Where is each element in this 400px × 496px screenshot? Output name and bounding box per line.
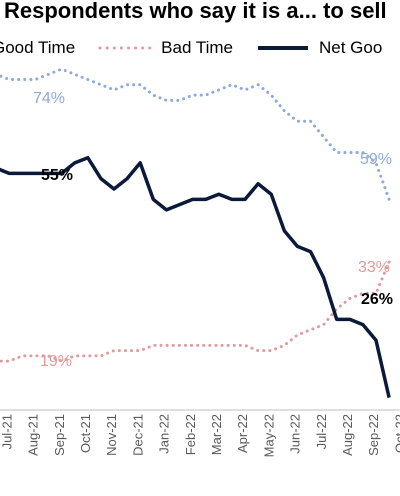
legend-swatch-net-good-time — [257, 46, 308, 50]
x-tick-label-mar-22: Mar-22 — [209, 414, 224, 455]
legend-item-net-good-time: Net Goo — [255, 38, 382, 58]
legend-swatch-bad-time — [98, 46, 152, 50]
x-tick-label-aug-22: Aug-22 — [340, 414, 355, 456]
x-tick-label-dec-21: Dec-21 — [130, 414, 145, 456]
x-tick-label-apr-22: Apr-22 — [235, 414, 250, 453]
legend-label-bad-time: Bad Time — [161, 38, 233, 57]
x-tick-label-jul-22: Jul-22 — [314, 414, 329, 449]
x-tick-label-sep-22: Sep-22 — [366, 414, 381, 456]
x-tick-label-feb-22: Feb-22 — [183, 414, 198, 455]
data-label-bad-time-2: 19% — [40, 353, 72, 370]
series-layer — [0, 67, 391, 398]
chart-title: Respondents who say it is a... to sell — [4, 0, 387, 23]
data-label-good-time-3: 59% — [360, 151, 392, 168]
x-tick-label-jul-21: Jul-21 — [0, 414, 14, 449]
legend-label-net-good-time: Net Goo — [318, 38, 383, 57]
data-labels-layer: 74% 55% 19% 59% 33% 26% — [33, 90, 393, 370]
x-tick-label-oct-21: Oct-21 — [78, 414, 93, 453]
data-label-good-time-0: 74% — [33, 90, 65, 107]
x-tick-label-jan-22: Jan-22 — [157, 414, 172, 454]
x-tick-label-sep-21: Sep-21 — [52, 414, 67, 456]
x-tick-label-jun-22: Jun-22 — [288, 414, 303, 454]
data-label-net-good-time-5: 26% — [361, 291, 393, 308]
legend-label-good-time: Good Time — [0, 38, 76, 57]
data-label-net-good-time-1: 55% — [41, 167, 73, 184]
chart-legend: Good Time Bad Time Net Goo — [0, 38, 400, 58]
data-label-bad-time-4: 33% — [358, 259, 390, 276]
x-tick-label-oct-22: Oct-22 — [392, 414, 400, 453]
series-line-net-good-time — [0, 155, 391, 398]
x-tick-label-may-22: May-22 — [261, 414, 276, 457]
legend-item-bad-time: Bad Time — [97, 38, 233, 58]
series-line-good-time — [0, 67, 391, 201]
x-tick-label-aug-21: Aug-21 — [26, 414, 41, 456]
series-line-bad-time — [0, 260, 391, 363]
x-axis-ticks: Jul-21 Aug-21 Sep-21 Oct-21 Nov-21 Dec-21 Jan-… — [0, 414, 400, 457]
legend-item-good-time: Good Time — [0, 38, 75, 58]
x-tick-label-nov-21: Nov-21 — [104, 414, 119, 456]
